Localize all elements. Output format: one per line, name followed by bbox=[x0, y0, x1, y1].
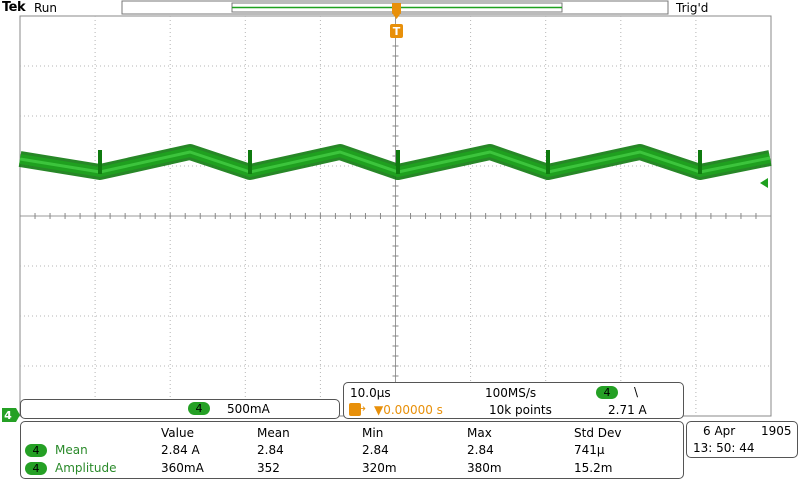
run-state: Run bbox=[34, 1, 58, 15]
sample-rate: 100MS/s bbox=[485, 386, 537, 400]
datetime-panel: 6 Apr 1905 13: 50: 44 bbox=[686, 421, 798, 458]
trigger-t-icon bbox=[349, 403, 361, 416]
measurements-panel[interactable]: Value Mean Min Max Std Dev 4 Mean 2.84 A… bbox=[20, 421, 684, 479]
trigger-state: Trig'd bbox=[676, 1, 709, 15]
measurement-stddev: 15.2m bbox=[574, 461, 613, 475]
timebase-panel[interactable]: 10.0µs 100MS/s 4 \ T→ ▼0.00000 s 10k poi… bbox=[343, 382, 684, 419]
measurement-name: Mean bbox=[55, 443, 88, 457]
measurement-value: 360mA bbox=[161, 461, 204, 475]
trigger-level-arrow[interactable] bbox=[760, 178, 768, 188]
measurement-max: 380m bbox=[467, 461, 502, 475]
measurement-min: 2.84 bbox=[362, 443, 389, 457]
row-channel-badge: 4 bbox=[25, 462, 47, 475]
header-max: Max bbox=[467, 426, 492, 440]
row-channel-badge: 4 bbox=[25, 444, 47, 457]
channel-badge: 4 bbox=[188, 402, 210, 415]
channel-scale: 500mA bbox=[227, 402, 270, 416]
measurement-stddev: 741µ bbox=[574, 443, 605, 457]
horizontal-scale: 10.0µs bbox=[350, 386, 391, 400]
measurement-value: 2.84 A bbox=[161, 443, 200, 457]
channel-scale-panel[interactable]: 4 500mA bbox=[20, 399, 340, 419]
brand-logo: Tek bbox=[2, 0, 26, 15]
header-mean: Mean bbox=[257, 426, 290, 440]
trigger-marker-label: T bbox=[393, 25, 401, 38]
trigger-prefix: T→ bbox=[350, 402, 366, 415]
measurement-name: Amplitude bbox=[55, 461, 117, 475]
time: 13: 50: 44 bbox=[693, 441, 755, 455]
measurement-mean: 2.84 bbox=[257, 443, 284, 457]
graticule-grid bbox=[19, 15, 772, 417]
trigger-level: 2.71 A bbox=[608, 403, 647, 417]
header-stddev: Std Dev bbox=[574, 426, 622, 440]
header-min: Min bbox=[362, 426, 384, 440]
channel-4-ground-marker[interactable]: 4 bbox=[2, 408, 20, 422]
trigger-position: ▼0.00000 s bbox=[374, 403, 443, 417]
measurement-min: 320m bbox=[362, 461, 397, 475]
year: 1905 bbox=[761, 424, 792, 438]
measurement-mean: 352 bbox=[257, 461, 280, 475]
date: 6 Apr bbox=[703, 424, 736, 438]
svg-text:4: 4 bbox=[4, 409, 12, 422]
channel-4-waveform bbox=[18, 144, 772, 180]
header-value: Value bbox=[161, 426, 194, 440]
trigger-channel-badge: 4 bbox=[596, 386, 618, 399]
measurement-max: 2.84 bbox=[467, 443, 494, 457]
trigger-slope-icon: \ bbox=[634, 385, 639, 399]
record-length: 10k points bbox=[489, 403, 552, 417]
trigger-position-marker[interactable]: T bbox=[390, 3, 403, 38]
